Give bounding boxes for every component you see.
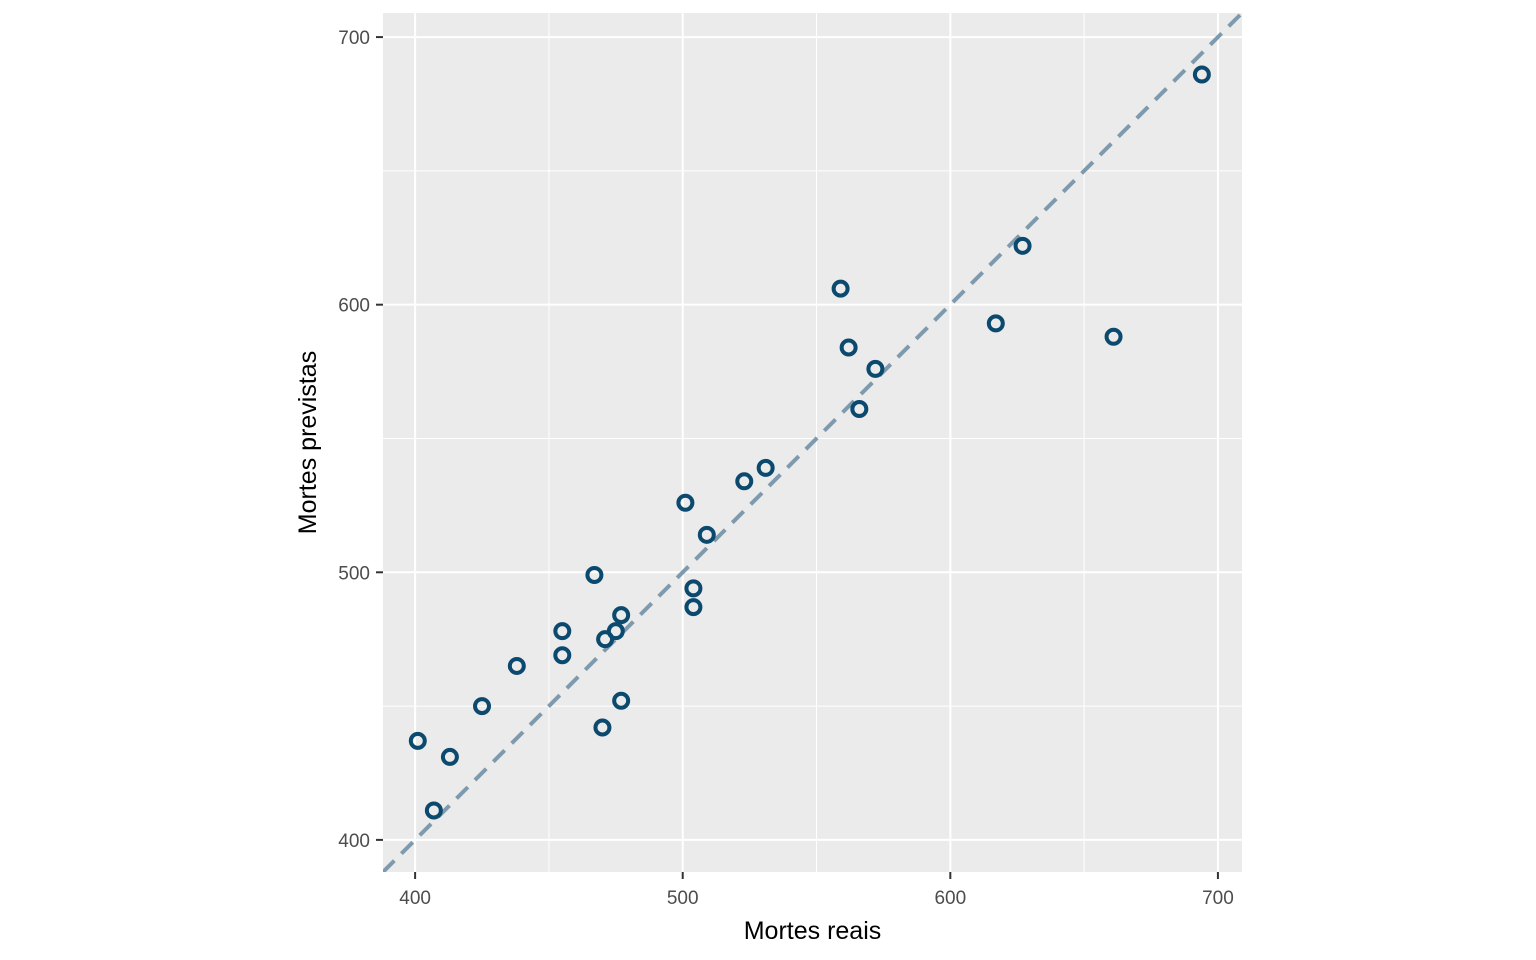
x-tick-label: 600 (934, 888, 966, 909)
reference-line-group (383, 13, 1242, 872)
data-point (440, 747, 459, 766)
data-points (408, 65, 1211, 820)
data-point (408, 731, 427, 750)
data-point (735, 472, 754, 491)
data-point (612, 691, 631, 710)
y-tick-label: 400 (338, 831, 370, 852)
data-point (424, 801, 443, 820)
x-axis-title: Mortes reais (744, 917, 882, 945)
data-point (473, 697, 492, 716)
data-point (684, 579, 703, 598)
data-point (697, 525, 716, 544)
data-point (676, 493, 695, 512)
data-point (839, 338, 858, 357)
major-gridlines (383, 13, 1242, 872)
y-tick-label: 700 (338, 28, 370, 49)
data-point (866, 359, 885, 378)
data-point (606, 622, 625, 641)
data-point (1013, 236, 1032, 255)
data-point (831, 279, 850, 298)
x-axis: 400 500 600 700 (399, 872, 1234, 909)
data-point (1192, 65, 1211, 84)
x-tick-label: 400 (399, 888, 431, 909)
data-point (553, 646, 572, 665)
data-point (612, 606, 631, 625)
identity-reference-line (383, 13, 1242, 872)
y-axis-title: Mortes previstas (294, 351, 322, 534)
y-tick-label: 600 (338, 296, 370, 317)
data-point (756, 458, 775, 477)
x-tick-label: 700 (1202, 888, 1234, 909)
data-point (684, 598, 703, 617)
data-point (593, 718, 612, 737)
data-point (507, 656, 526, 675)
minor-gridlines (383, 13, 1242, 872)
data-point (1104, 327, 1123, 346)
data-point (553, 622, 572, 641)
data-point (850, 400, 869, 419)
y-tick-label: 500 (338, 563, 370, 584)
data-point (585, 565, 604, 584)
y-axis: 400 500 600 700 (338, 28, 383, 852)
data-point (986, 314, 1005, 333)
x-tick-label: 500 (667, 888, 699, 909)
